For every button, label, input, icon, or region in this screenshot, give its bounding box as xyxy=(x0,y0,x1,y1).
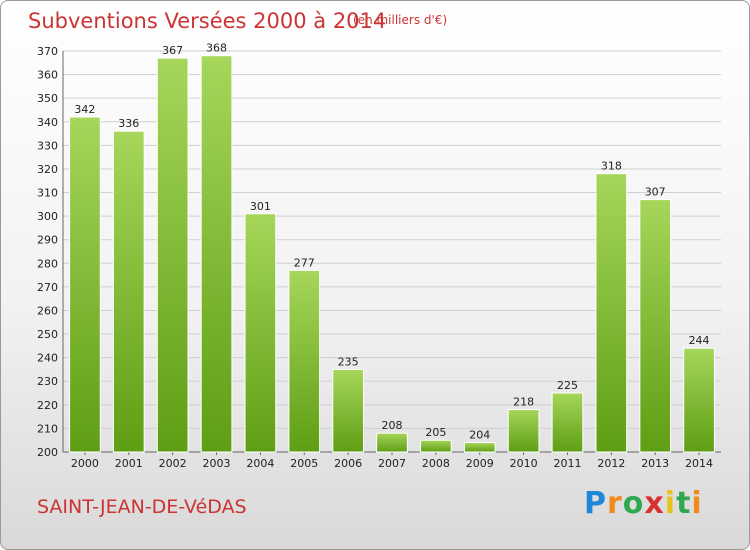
bar-2009 xyxy=(463,442,496,453)
y-tick-label: 230 xyxy=(37,375,58,388)
value-label-2014: 244 xyxy=(689,334,710,347)
y-tick-label: 310 xyxy=(37,187,58,200)
y-tick-label: 270 xyxy=(37,281,58,294)
x-tick-label-2002: 2002 xyxy=(159,457,187,470)
value-label-2010: 218 xyxy=(513,396,534,409)
proxiti-logo: Proxiti xyxy=(584,486,703,521)
y-tick-label: 200 xyxy=(37,446,58,459)
y-tick-label: 250 xyxy=(37,328,58,341)
bar-2002 xyxy=(156,57,189,453)
y-tick-label: 260 xyxy=(37,304,58,317)
bar-2010 xyxy=(507,409,540,453)
value-label-2012: 318 xyxy=(601,160,622,173)
x-tick-label-2000: 2000 xyxy=(71,457,99,470)
bar-2008 xyxy=(420,439,452,453)
x-tick-label-2005: 2005 xyxy=(290,457,318,470)
bar-2006 xyxy=(332,368,364,453)
axes: 200 210 220 230 240 250 260 270 280 290 300 310 320 3… xyxy=(37,45,721,470)
bar-2011 xyxy=(551,392,584,453)
y-tick-label: 210 xyxy=(37,422,58,435)
x-tick-label-2004: 2004 xyxy=(246,457,274,470)
x-tick-label-2009: 2009 xyxy=(466,457,494,470)
bars: 342 336 367 368 301 277 235 208 205 204 218 225 318 3… xyxy=(69,42,715,453)
y-tick-label: 320 xyxy=(37,163,58,176)
bar-2000 xyxy=(69,116,101,453)
y-tick-label: 280 xyxy=(37,257,58,270)
value-label-2002: 367 xyxy=(162,44,183,57)
y-tick-label: 350 xyxy=(37,92,58,105)
y-tick-label: 290 xyxy=(37,234,58,247)
chart-title: Subventions Versées 2000 à 2014 xyxy=(28,9,387,33)
bar-2005 xyxy=(288,269,321,453)
chart-subtitle: (en milliers d'€) xyxy=(353,13,448,27)
value-label-2004: 301 xyxy=(250,200,271,213)
bar-2001 xyxy=(112,130,145,453)
x-tick-label-2013: 2013 xyxy=(641,457,669,470)
bar-2013 xyxy=(639,199,672,453)
value-label-2008: 205 xyxy=(425,426,446,439)
value-label-2013: 307 xyxy=(645,186,666,199)
bar-2012 xyxy=(595,173,628,453)
value-label-2006: 235 xyxy=(338,355,359,368)
x-tick-label-2008: 2008 xyxy=(422,457,450,470)
value-label-2009: 204 xyxy=(469,429,490,442)
y-tick-label: 220 xyxy=(37,399,58,412)
x-tick-label-2011: 2011 xyxy=(553,457,581,470)
y-tick-label: 300 xyxy=(37,210,58,223)
y-tick-label: 240 xyxy=(37,352,58,365)
bar-2007 xyxy=(376,432,408,453)
bar-2003 xyxy=(200,55,233,453)
x-tick-label-2007: 2007 xyxy=(378,457,406,470)
x-tick-label-2012: 2012 xyxy=(597,457,625,470)
value-label-2003: 368 xyxy=(206,42,227,55)
value-label-2011: 225 xyxy=(557,379,578,392)
y-tick-label: 330 xyxy=(37,139,58,152)
y-tick-label: 340 xyxy=(37,116,58,129)
x-tick-label-2014: 2014 xyxy=(685,457,713,470)
commune-name: SAINT-JEAN-DE-VéDAS xyxy=(37,496,247,518)
x-tick-label-2006: 2006 xyxy=(334,457,362,470)
y-tick-label: 370 xyxy=(37,45,58,58)
x-tick-label-2010: 2010 xyxy=(510,457,538,470)
bar-2014 xyxy=(683,347,715,453)
value-label-2007: 208 xyxy=(382,419,403,432)
y-tick-label: 360 xyxy=(37,69,58,82)
value-label-2005: 277 xyxy=(294,256,315,269)
x-tick-label-2003: 2003 xyxy=(203,457,231,470)
bar-2004 xyxy=(244,213,277,453)
value-label-2001: 336 xyxy=(118,117,139,130)
value-label-2000: 342 xyxy=(74,103,95,116)
x-tick-label-2001: 2001 xyxy=(115,457,143,470)
